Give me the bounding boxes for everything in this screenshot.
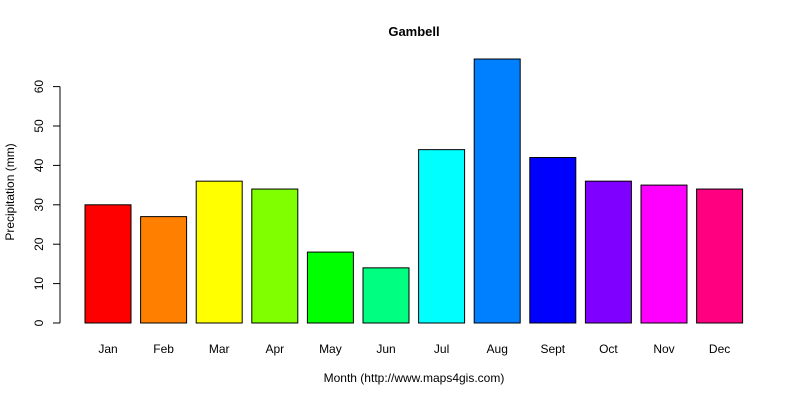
- x-tick-label: Jan: [98, 342, 117, 356]
- bar: [306, 251, 354, 324]
- x-tick-label: Mar: [209, 342, 230, 356]
- x-axis-label: Month (http://www.maps4gis.com): [324, 371, 505, 385]
- bar: [362, 267, 410, 324]
- x-tick-label: Aug: [487, 342, 508, 356]
- x-tick-label: Jul: [434, 342, 449, 356]
- y-tick-label: 10: [32, 277, 46, 291]
- y-tick-label: 40: [32, 158, 46, 172]
- bar: [696, 188, 744, 324]
- x-tick-label: Dec: [709, 342, 730, 356]
- bar: [529, 157, 577, 324]
- x-tick-label: Nov: [653, 342, 674, 356]
- bar: [140, 216, 188, 324]
- y-tick-label: 0: [32, 319, 46, 326]
- x-tick-label: Jun: [376, 342, 395, 356]
- x-tick-labels: Jan Feb Mar Apr May Jun Jul Aug Sept Oct Nov Dec: [98, 342, 730, 356]
- y-tick-label: 60: [32, 80, 46, 94]
- bar: [640, 184, 688, 324]
- bar: [418, 149, 466, 324]
- x-tick-label: Apr: [265, 342, 284, 356]
- y-tick-label: 50: [32, 119, 46, 133]
- bar: [84, 204, 132, 324]
- y-tick-label: 20: [32, 237, 46, 251]
- x-tick-label: May: [319, 342, 342, 356]
- y-tick-label: 30: [32, 198, 46, 212]
- bar: [473, 58, 521, 324]
- y-axis: 0 10 20 30 40 50 60: [32, 80, 61, 326]
- x-tick-label: Oct: [599, 342, 618, 356]
- chart-title: Gambell: [388, 24, 439, 39]
- bars-group: [84, 58, 744, 324]
- x-tick-label: Sept: [540, 342, 565, 356]
- x-tick-label: Feb: [153, 342, 174, 356]
- bar: [251, 188, 299, 324]
- y-axis-label: Precipitation (mm): [3, 143, 17, 240]
- bar: [584, 180, 632, 324]
- bar: [195, 180, 243, 324]
